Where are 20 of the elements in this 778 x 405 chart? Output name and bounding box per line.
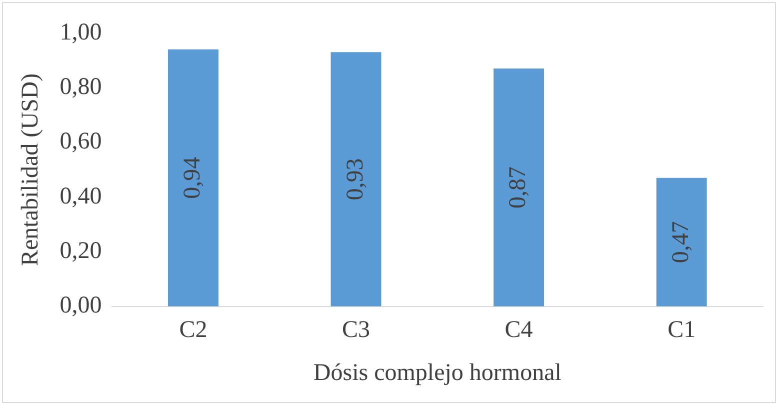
x-tick-label: C4 [504, 317, 533, 344]
y-tick-label: 0,20 [60, 238, 102, 264]
x-tick-label: C3 [342, 317, 370, 344]
x-axis-title: Dósis complejo hormonal [313, 360, 562, 386]
data-label: 0,94 [179, 156, 206, 199]
x-tick-label: C2 [179, 317, 208, 344]
y-tick-label: 0,60 [60, 128, 102, 155]
y-tick-label: 1,00 [60, 19, 102, 46]
data-label: 0,93 [342, 158, 368, 200]
bar [168, 49, 218, 306]
x-tick-label: C1 [668, 317, 696, 344]
y-tick-label: 0,80 [60, 74, 102, 100]
bar [494, 68, 544, 306]
y-axis-title: Rentabilidad (USD) [18, 73, 44, 266]
bar [330, 52, 382, 306]
y-tick-label: 0,00 [60, 292, 102, 319]
bar [656, 178, 707, 306]
data-label: 0,47 [668, 221, 694, 264]
data-label: 0,87 [505, 166, 532, 208]
y-tick-label: 0,40 [60, 183, 102, 210]
